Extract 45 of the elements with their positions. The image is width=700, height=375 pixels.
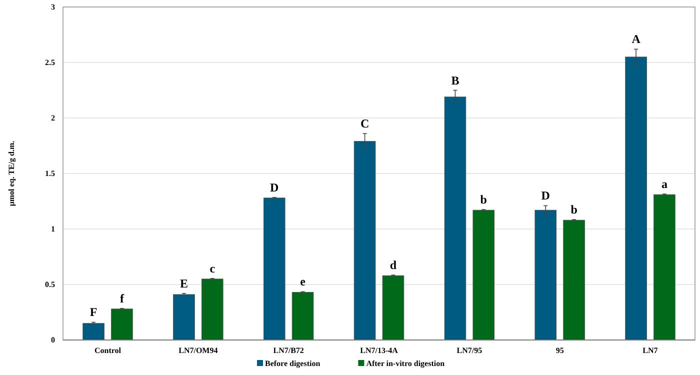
annotation: E xyxy=(180,276,188,290)
bar xyxy=(654,194,676,340)
bar xyxy=(82,323,104,340)
annotation: a xyxy=(661,177,668,192)
legend-label: After in-vitro digestion xyxy=(366,359,446,368)
y-axis-title: μmol eq. TE/g d.m. xyxy=(7,140,16,206)
annotation: b xyxy=(480,192,488,207)
annotation: F xyxy=(90,305,98,320)
annotation: d xyxy=(390,258,397,272)
y-tick-label: 0 xyxy=(51,336,55,345)
bar xyxy=(472,210,495,340)
y-tick-label: 2.5 xyxy=(45,58,55,68)
bar xyxy=(173,294,195,340)
x-tick-label: LN7/OM94 xyxy=(178,346,218,355)
bar xyxy=(111,308,133,340)
bar xyxy=(382,275,404,340)
annotation: c xyxy=(210,261,216,276)
x-tick-label: Control xyxy=(94,346,122,355)
y-tick-label: 0.5 xyxy=(45,280,55,290)
annotation: C xyxy=(360,116,370,131)
bar xyxy=(354,141,376,340)
y-tick-label: 1 xyxy=(51,224,55,234)
annotation: A xyxy=(632,32,641,46)
bar xyxy=(292,292,314,340)
annotation: f xyxy=(120,291,125,306)
y-tick-label: 2 xyxy=(51,114,55,123)
annotation: D xyxy=(270,180,280,194)
x-tick-label: LN7/13-4A xyxy=(360,346,398,355)
y-tick-label: 3 xyxy=(51,2,55,12)
bar xyxy=(563,220,585,340)
x-tick-label: LN7/B72 xyxy=(273,346,304,355)
bar xyxy=(201,278,224,340)
bar xyxy=(625,56,647,340)
annotation: B xyxy=(451,73,460,88)
y-tick-label: 1.5 xyxy=(45,169,55,178)
annotation: b xyxy=(570,202,578,217)
x-tick-label: LN7/95 xyxy=(456,346,482,355)
bar xyxy=(444,96,466,340)
x-tick-label: 95 xyxy=(556,346,564,355)
legend-label: Before digestion xyxy=(265,359,321,368)
x-tick-label: LN7 xyxy=(642,346,658,355)
bar xyxy=(263,198,286,340)
annotation: e xyxy=(300,274,306,289)
bar xyxy=(534,210,557,340)
annotation: D xyxy=(541,188,550,203)
